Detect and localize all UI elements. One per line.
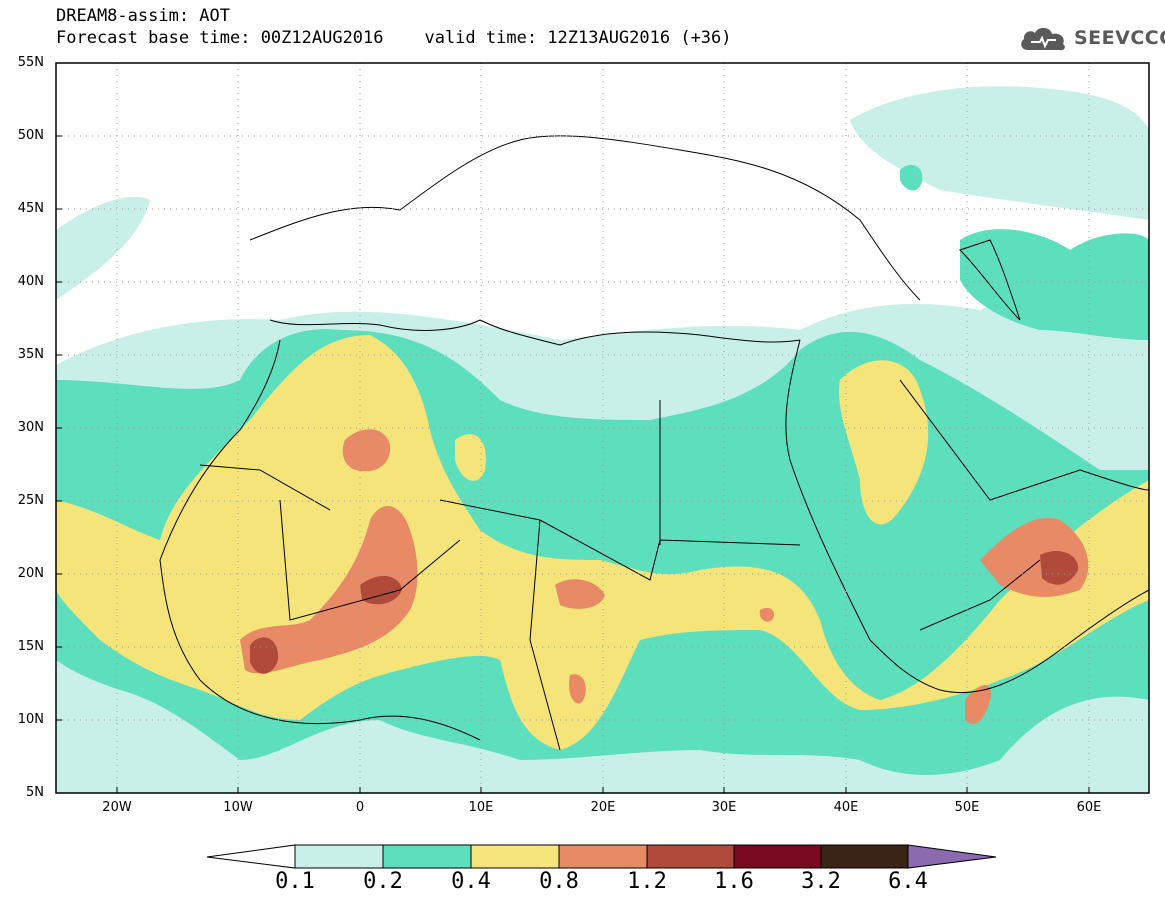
colorbar-segment [382,844,472,869]
lon-label: 20E [590,800,616,815]
lon-label: 10W [223,800,253,815]
lat-label: 15N [17,639,44,654]
valid-time: valid time: 12Z13AUG2016 (+36) [424,28,732,48]
product-title: DREAM8-assim: AOT [56,6,230,26]
lat-label: 50N [17,128,44,143]
lon-label: 30E [711,800,737,815]
colorbar-segment [733,844,822,869]
colorbar-label: 3.2 [801,869,841,894]
lon-label: 10E [468,800,494,815]
lon-label: 50E [954,800,980,815]
colorbar [206,844,997,869]
lat-label: 30N [17,420,44,435]
lat-label: 55N [17,55,44,70]
colorbar-label: 1.2 [627,869,667,894]
cloud-icon [1021,27,1065,51]
time-line: Forecast base time: 00Z12AUG2016 valid t… [56,28,732,48]
colorbar-upper-arrow [907,844,997,869]
colorbar-label: 0.2 [363,869,403,894]
lat-label: 25N [17,493,44,508]
aot-band-1.2 [250,550,1079,674]
lat-label: 40N [17,274,44,289]
base-time: Forecast base time: 00Z12AUG2016 [56,28,384,48]
colorbar-segment [294,844,384,869]
colorbar-segment [470,844,560,869]
lat-label: 10N [17,712,44,727]
lon-label: 0 [355,800,365,815]
colorbar-label: 6.4 [888,869,928,894]
colorbar-label: 0.1 [275,869,315,894]
aot-band-0.8 [240,429,1089,724]
graticule [56,63,1149,793]
colorbar-segment [646,844,735,869]
colorbar-segment [820,844,909,869]
lat-label: 20N [17,566,44,581]
lon-label: 20W [102,800,132,815]
lon-label: 60E [1076,800,1102,815]
lat-label: 5N [26,785,44,800]
lat-label: 45N [17,201,44,216]
coastlines [159,135,1149,751]
colorbar-lower-arrow [206,844,296,869]
colorbar-segment [558,844,648,869]
logo-text: SEEVCCC [1074,27,1165,49]
colorbar-label: 1.6 [714,869,754,894]
lon-label: 40E [833,800,859,815]
colorbar-label: 0.4 [451,869,491,894]
seevccc-logo: SEEVCCC [1018,24,1165,54]
colorbar-label: 0.8 [539,869,579,894]
lat-label: 35N [17,347,44,362]
